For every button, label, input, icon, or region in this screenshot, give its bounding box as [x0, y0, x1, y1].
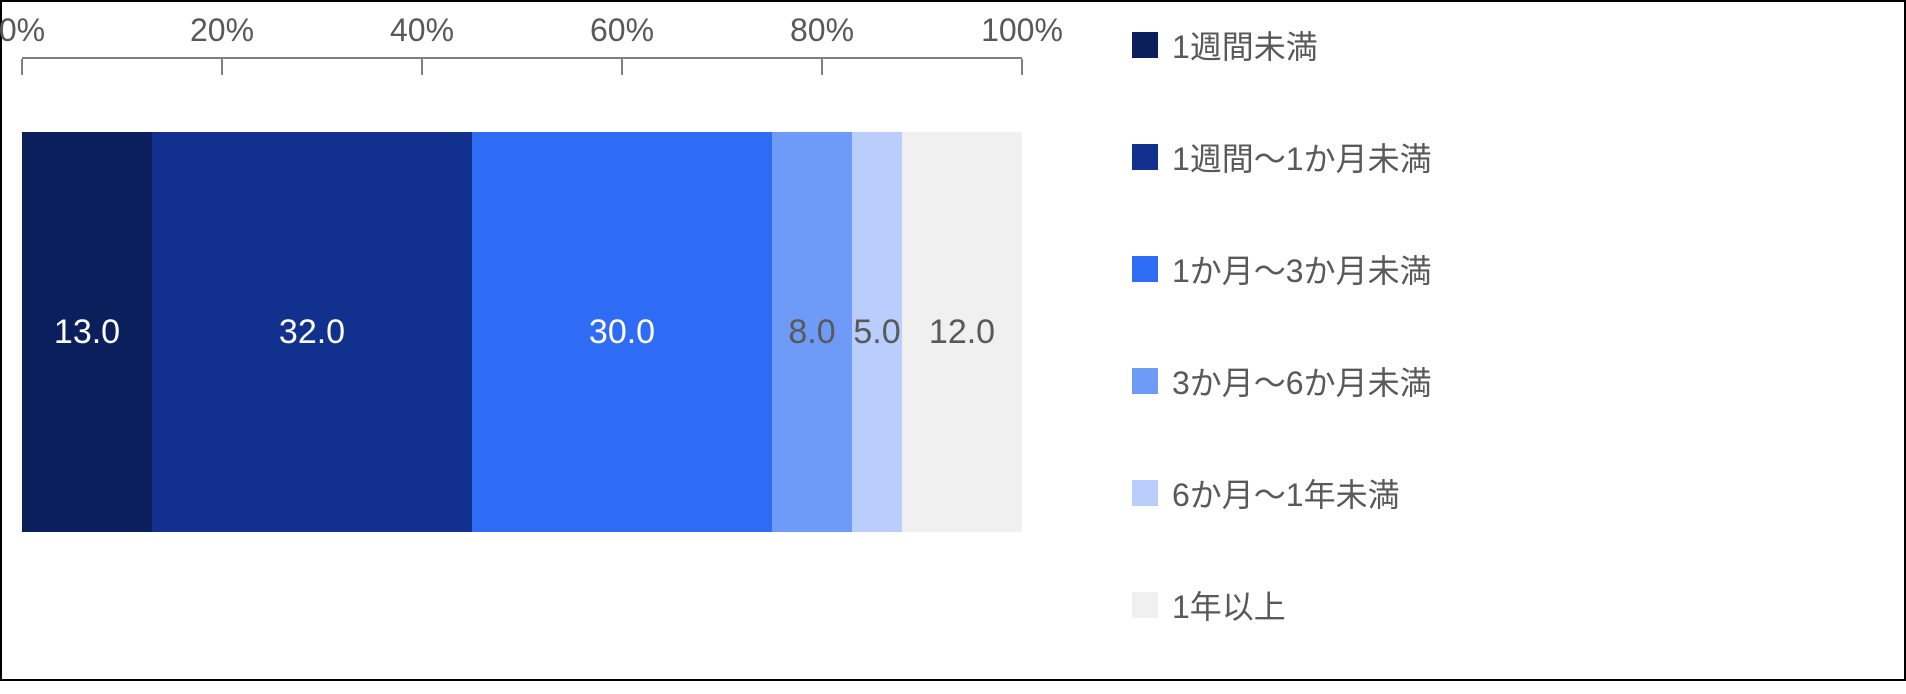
legend-swatch-1 — [1132, 144, 1158, 170]
axis-label-20: 20% — [190, 12, 254, 49]
x-axis-ticks — [22, 57, 1022, 87]
legend-swatch-3 — [1132, 368, 1158, 394]
legend-item-5: 1年以上 — [1132, 582, 1872, 628]
bar-value-0: 13.0 — [54, 313, 120, 352]
axis-label-0: 0% — [0, 12, 45, 49]
bar-value-3: 8.0 — [788, 313, 835, 352]
legend-item-2: 1か月～3か月未満 — [1132, 246, 1872, 292]
bar-segment-3: 8.0 — [772, 132, 852, 532]
axis-label-60: 60% — [590, 12, 654, 49]
legend-swatch-0 — [1132, 32, 1158, 58]
plot-area: 0% 20% 40% 60% 80% 100% 13.0 32.0 30.0 — [22, 2, 1022, 679]
legend-item-4: 6か月～1年未満 — [1132, 470, 1872, 516]
legend-swatch-5 — [1132, 592, 1158, 618]
legend-item-0: 1週間未満 — [1132, 22, 1872, 68]
axis-tick — [621, 59, 623, 75]
axis-tick — [821, 59, 823, 75]
legend-label-1: 1週間～1か月未満 — [1172, 134, 1432, 180]
legend-label-5: 1年以上 — [1172, 582, 1286, 628]
bar-value-1: 32.0 — [279, 313, 345, 352]
bar-segment-1: 32.0 — [152, 132, 472, 532]
bar-segment-0: 13.0 — [22, 132, 152, 532]
bar-value-2: 30.0 — [589, 313, 655, 352]
axis-label-40: 40% — [390, 12, 454, 49]
bar-segment-2: 30.0 — [472, 132, 772, 532]
x-axis-labels: 0% 20% 40% 60% 80% 100% — [22, 2, 1022, 52]
axis-tick — [421, 59, 423, 75]
legend-swatch-4 — [1132, 480, 1158, 506]
bar-value-5: 12.0 — [929, 313, 995, 352]
bar-segment-4: 5.0 — [852, 132, 902, 532]
legend-item-3: 3か月～6か月未満 — [1132, 358, 1872, 404]
legend-label-4: 6か月～1年未満 — [1172, 470, 1400, 516]
legend-label-2: 1か月～3か月未満 — [1172, 246, 1432, 292]
legend-swatch-2 — [1132, 256, 1158, 282]
bar-segment-5: 12.0 — [902, 132, 1022, 532]
chart-frame: 0% 20% 40% 60% 80% 100% 13.0 32.0 30.0 — [0, 0, 1906, 681]
legend-label-0: 1週間未満 — [1172, 22, 1318, 68]
axis-label-80: 80% — [790, 12, 854, 49]
legend-item-1: 1週間～1か月未満 — [1132, 134, 1872, 180]
legend: 1週間未満 1週間～1か月未満 1か月～3か月未満 3か月～6か月未満 6か月～… — [1132, 22, 1872, 694]
axis-tick — [21, 59, 23, 75]
axis-tick — [1021, 59, 1023, 75]
bar-value-4: 5.0 — [853, 313, 900, 352]
axis-tick — [221, 59, 223, 75]
legend-label-3: 3か月～6か月未満 — [1172, 358, 1432, 404]
stacked-bar: 13.0 32.0 30.0 8.0 5.0 12.0 — [22, 132, 1022, 532]
axis-label-100: 100% — [981, 12, 1063, 49]
